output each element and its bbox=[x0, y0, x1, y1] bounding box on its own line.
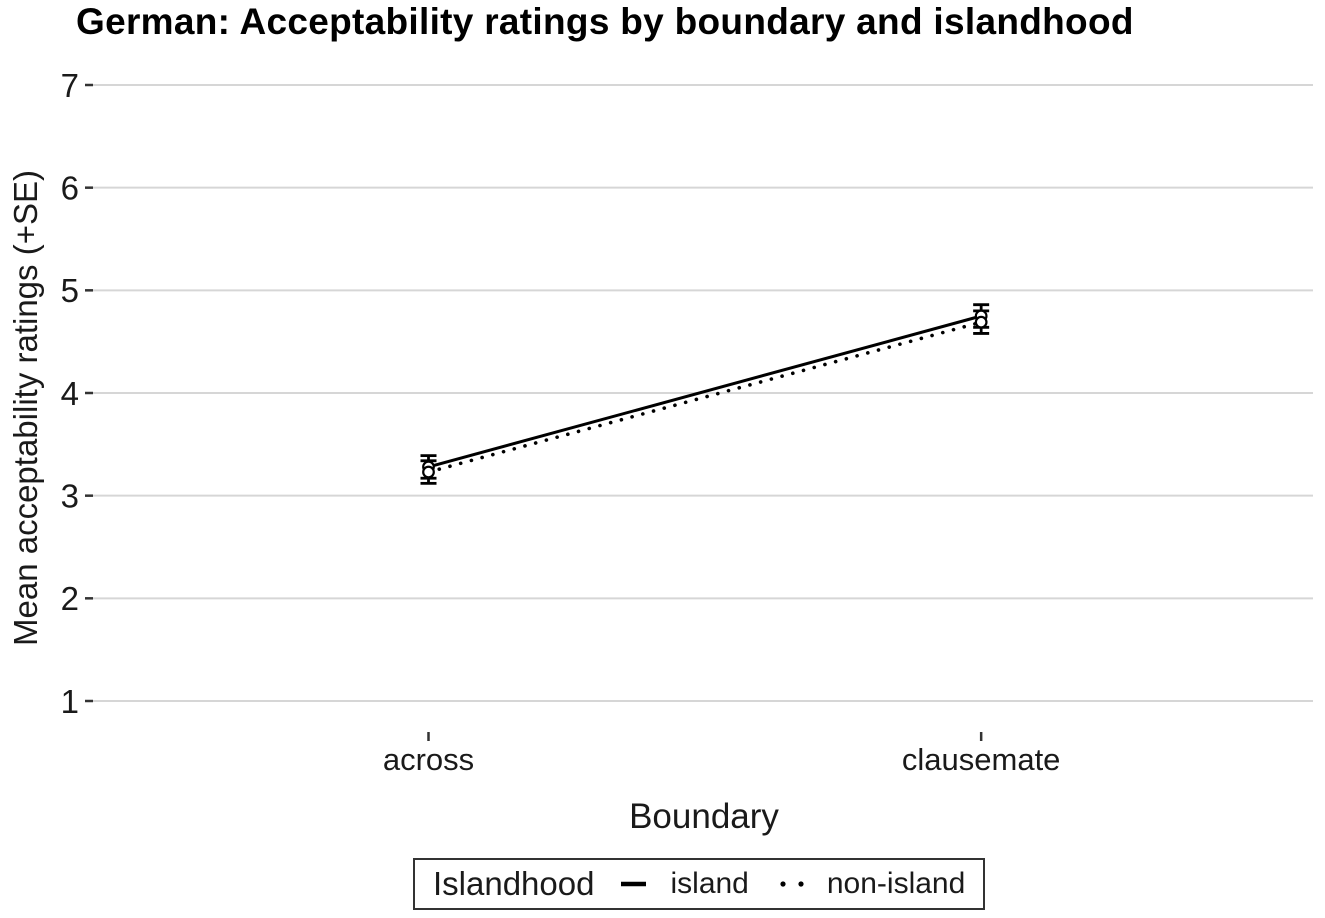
y-tick-label-7: 7 bbox=[61, 67, 79, 104]
y-tick-label-4: 4 bbox=[61, 375, 79, 412]
data-point-non-island-across bbox=[422, 465, 435, 479]
legend-entry-island: island bbox=[620, 867, 749, 901]
legend-title: Islandhood bbox=[433, 865, 595, 902]
chart-title: German: Acceptability ratings by boundar… bbox=[76, 1, 1134, 42]
solid-line-icon bbox=[621, 881, 647, 887]
y-tick-label-3: 3 bbox=[61, 478, 79, 515]
legend-label-non-island: non-island bbox=[826, 867, 966, 900]
x-tick-label-across: across bbox=[383, 742, 474, 777]
data-point-non-island-clausemate bbox=[974, 315, 988, 329]
y-tick-label-2: 2 bbox=[61, 580, 79, 617]
x-tick-label-clausemate: clausemate bbox=[902, 742, 1061, 777]
series-line-island bbox=[428, 314, 982, 469]
y-tick-label-6: 6 bbox=[61, 170, 79, 207]
legend-label-island: island bbox=[670, 867, 749, 900]
legend-box: Islandhood island non-island bbox=[413, 858, 986, 910]
y-tick-label-5: 5 bbox=[61, 272, 79, 309]
dotted-line-icon bbox=[780, 881, 804, 887]
y-tick-label-1: 1 bbox=[61, 683, 79, 720]
x-axis-label: Boundary bbox=[629, 797, 779, 836]
legend-entry-non-island: non-island bbox=[777, 867, 965, 901]
series-line-non-island bbox=[426, 320, 983, 474]
